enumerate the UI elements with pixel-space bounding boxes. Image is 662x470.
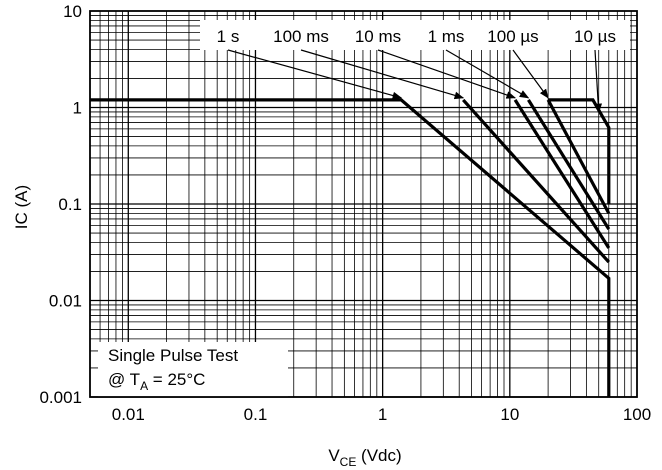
note-subscript: A <box>140 379 148 393</box>
curve-label-0: 1 s <box>217 27 240 46</box>
series-line-3 <box>527 99 611 230</box>
curve-label-bg-3 <box>419 22 473 48</box>
series-line-1 <box>462 98 610 264</box>
curve-label-5: 10 µs <box>574 27 616 46</box>
x-tick-label: 100 <box>623 405 651 424</box>
series-line-2 <box>513 99 611 249</box>
curve-arrow-5 <box>594 49 603 114</box>
note-line-1: Single Pulse Test <box>108 346 238 365</box>
curve-label-bg-0 <box>207 22 249 48</box>
y-tick-label: 0.01 <box>49 292 82 311</box>
curve-label-1: 100 ms <box>273 27 329 46</box>
y-tick-label: 10 <box>63 2 82 21</box>
note-suffix: = 25°C <box>148 370 205 389</box>
x-axis-title-subscript: CE <box>340 455 357 469</box>
curve-arrow-3 <box>445 49 530 99</box>
curve-label-bg-2 <box>346 22 410 48</box>
y-axis-title: IC (A) <box>12 185 31 229</box>
test-condition-note: Single Pulse Test @ TA = 25°C <box>98 342 288 397</box>
curve-label-bg-4 <box>482 22 544 48</box>
curve-arrow-2 <box>377 49 516 99</box>
x-tick-label: 0.01 <box>112 405 145 424</box>
curve-arrow-1 <box>300 49 465 100</box>
curve-label-3: 1 ms <box>428 27 465 46</box>
curve-label-2: 10 ms <box>355 27 401 46</box>
y-tick-label: 0.001 <box>39 388 82 407</box>
axis-tick-labels: 0.01 0.1 1 10 100 0.001 0.01 0.1 1 10 <box>39 2 651 424</box>
series-line-4 <box>546 99 611 215</box>
curve-arrow-0 <box>227 49 403 100</box>
curve-arrow-4 <box>512 49 549 99</box>
plot-border <box>89 10 638 398</box>
note-prefix: @ T <box>108 370 140 389</box>
curve-labels: 1 s 100 ms 10 ms 1 ms 100 µs 10 µs <box>200 20 630 114</box>
y-tick-label: 0.1 <box>58 195 82 214</box>
x-tick-label: 1 <box>378 405 387 424</box>
x-axis-title-unit: (Vdc) <box>356 446 401 465</box>
series-line-0 <box>90 98 611 397</box>
x-axis-title-main: V <box>328 446 340 465</box>
curve-label-4: 100 µs <box>487 27 538 46</box>
plot-frame <box>89 10 638 398</box>
x-tick-label: 10 <box>500 405 519 424</box>
x-tick-label: 0.1 <box>244 405 268 424</box>
note-line-2: @ TA = 25°C <box>108 370 205 393</box>
y-tick-label: 1 <box>73 99 82 118</box>
x-axis-title: VCE (Vdc) <box>328 446 401 469</box>
chart-series <box>90 98 611 397</box>
curve-label-bg-1 <box>262 22 340 48</box>
note-background <box>98 342 288 397</box>
curve-label-bg-5 <box>567 22 623 48</box>
series-line-5 <box>548 98 611 204</box>
